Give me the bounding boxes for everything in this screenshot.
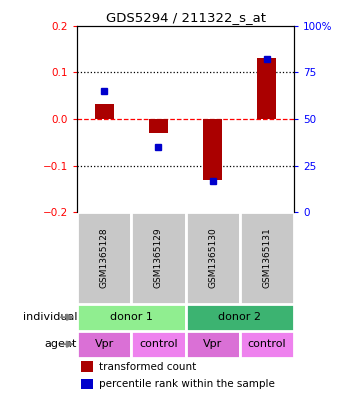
Text: GSM1365128: GSM1365128 [100,228,108,288]
Text: agent: agent [45,339,77,349]
Text: Vpr: Vpr [203,339,222,349]
Bar [149,119,168,133]
Text: donor 2: donor 2 [218,312,261,322]
Text: GSM1365131: GSM1365131 [262,228,271,288]
Text: control: control [247,339,286,349]
Bar [131,331,186,358]
Text: transformed count: transformed count [99,362,196,371]
Bar [94,104,114,119]
Text: donor 1: donor 1 [110,312,153,322]
Text: individual: individual [22,312,77,322]
Bar [186,212,240,304]
Bar [240,212,294,304]
Bar [186,304,294,331]
Bar [131,212,186,304]
Bar [203,119,222,180]
Bar [81,379,93,389]
Bar [77,212,131,304]
Text: GSM1365129: GSM1365129 [154,228,163,288]
Text: percentile rank within the sample: percentile rank within the sample [99,379,274,389]
Bar [81,361,93,372]
Text: GSM1365130: GSM1365130 [208,228,217,288]
Title: GDS5294 / 211322_s_at: GDS5294 / 211322_s_at [105,11,266,24]
Text: Vpr: Vpr [94,339,114,349]
Bar [77,331,131,358]
Bar [186,331,240,358]
Bar [257,58,276,119]
Bar [77,304,186,331]
Bar [240,331,294,358]
Text: control: control [139,339,178,349]
